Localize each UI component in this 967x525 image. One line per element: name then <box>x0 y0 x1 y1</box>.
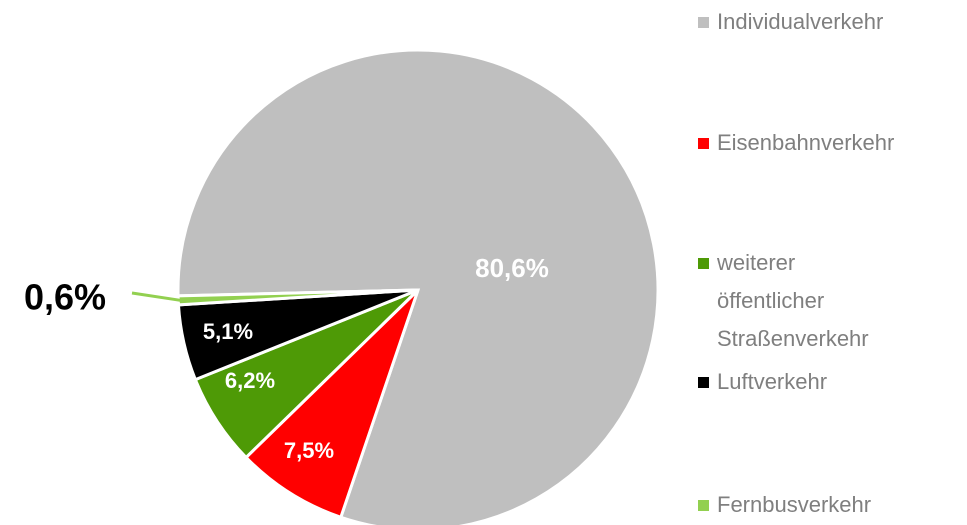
legend-swatch <box>698 138 709 149</box>
legend-swatch <box>698 500 709 511</box>
data-label: 7,5% <box>284 438 334 463</box>
legend: Individualverkehr Eisenbahnverkehr weitere… <box>696 0 967 525</box>
slice <box>243 288 420 520</box>
leader-line <box>131 291 181 302</box>
legend-item: Eisenbahnverkehr <box>696 124 897 162</box>
legend-swatch <box>698 377 709 388</box>
legend-label: Fernbusverkehr <box>717 492 872 517</box>
data-label: 5,1% <box>203 319 253 344</box>
legend-swatch <box>698 17 709 28</box>
legend-label: Luftverkehr <box>717 369 828 394</box>
legend-label: Eisenbahnverkehr <box>717 130 895 155</box>
legend-label: Individualverkehr <box>717 9 884 34</box>
data-label: 0,6% <box>24 277 106 318</box>
legend-item: weiterer öffentlicher Straßenverkehr <box>696 244 897 358</box>
data-label: 80,6% <box>475 253 549 283</box>
legend-item: Luftverkehr <box>696 363 897 401</box>
legend-item: Individualverkehr <box>696 3 897 41</box>
slice <box>176 48 660 525</box>
legend-item: Fernbusverkehr <box>696 486 897 524</box>
data-label: 6,2% <box>225 368 275 393</box>
legend-label: weiterer öffentlicher Straßenverkehr <box>717 250 869 351</box>
legend-swatch <box>698 258 709 269</box>
